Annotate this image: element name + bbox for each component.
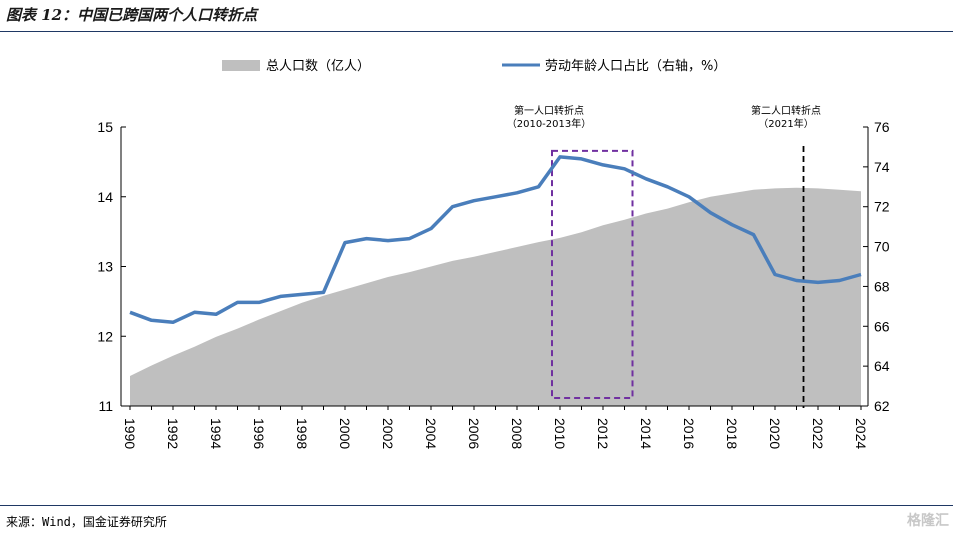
y-right-tick-label: 68: [874, 278, 890, 294]
figure-title: 图表 12：中国已跨国两个人口转折点: [6, 6, 258, 24]
x-tick-label: 2008: [509, 418, 525, 449]
x-tick-label: 1994: [208, 418, 224, 449]
annotation-2-line2: （2021年）: [758, 117, 813, 130]
y-left-tick-label: 12: [97, 328, 113, 344]
x-tick-label: 2004: [423, 418, 439, 449]
legend: 总人口数（亿人） 劳动年龄人口占比（右轴，%）: [222, 58, 726, 74]
y-right-tick-label: 74: [874, 159, 890, 175]
x-tick-label: 2006: [466, 418, 482, 449]
y-right-tick-label: 64: [874, 358, 890, 374]
source-note: 来源：Wind，国金证券研究所: [6, 515, 167, 529]
annotation-2-line1: 第二人口转折点: [751, 104, 821, 117]
chart: 总人口数（亿人） 劳动年龄人口占比（右轴，%） 11 12 13 14 15 62 64 66…: [97, 58, 890, 449]
annotation-1-line1: 第一人口转折点: [514, 104, 584, 117]
x-tick-label: 1992: [165, 418, 181, 449]
watermark: 格隆汇: [907, 513, 949, 529]
x-tick-label: 2024: [853, 418, 869, 449]
y-right-tick-label: 76: [874, 119, 890, 135]
legend-label-line: 劳动年龄人口占比（右轴，%）: [545, 58, 726, 74]
line-series-working-age-share: [129, 155, 862, 325]
x-tick-label: 1996: [251, 418, 267, 449]
x-tick-label: 2012: [595, 418, 611, 449]
annotation-box-first-turning-point: [551, 149, 634, 400]
top-rule: [0, 31, 953, 32]
x-tick-label: 2022: [810, 418, 826, 449]
y-left-tick-label: 13: [97, 259, 113, 275]
bottom-rule: [0, 505, 953, 506]
y-right-tick-label: 70: [874, 239, 890, 255]
y-left-tick-label: 11: [98, 398, 113, 414]
legend-label-area: 总人口数（亿人）: [266, 59, 370, 74]
x-tick-label: 1998: [294, 418, 310, 449]
y-left-tick-label: 14: [97, 189, 113, 205]
x-tick-label: 1990: [122, 418, 138, 449]
x-tick-label: 2002: [380, 418, 396, 449]
x-tick-label: 2018: [724, 418, 740, 449]
y-right-tick-label: 62: [874, 398, 890, 414]
annotation-1-line2: （2010-2013年）: [507, 117, 592, 130]
y-right-tick-label: 72: [874, 199, 890, 215]
y-right-tick-label: 66: [874, 318, 890, 334]
legend-swatch-area: [222, 60, 260, 71]
x-tick-label: 2000: [337, 418, 353, 449]
x-tick-label: 2010: [552, 418, 568, 449]
x-tick-label: 2020: [767, 418, 783, 449]
y-left-tick-label: 15: [97, 119, 113, 135]
x-tick-label: 2016: [681, 418, 697, 449]
x-tick-label: 2014: [638, 418, 654, 449]
area-series-total-population: [130, 187, 861, 406]
